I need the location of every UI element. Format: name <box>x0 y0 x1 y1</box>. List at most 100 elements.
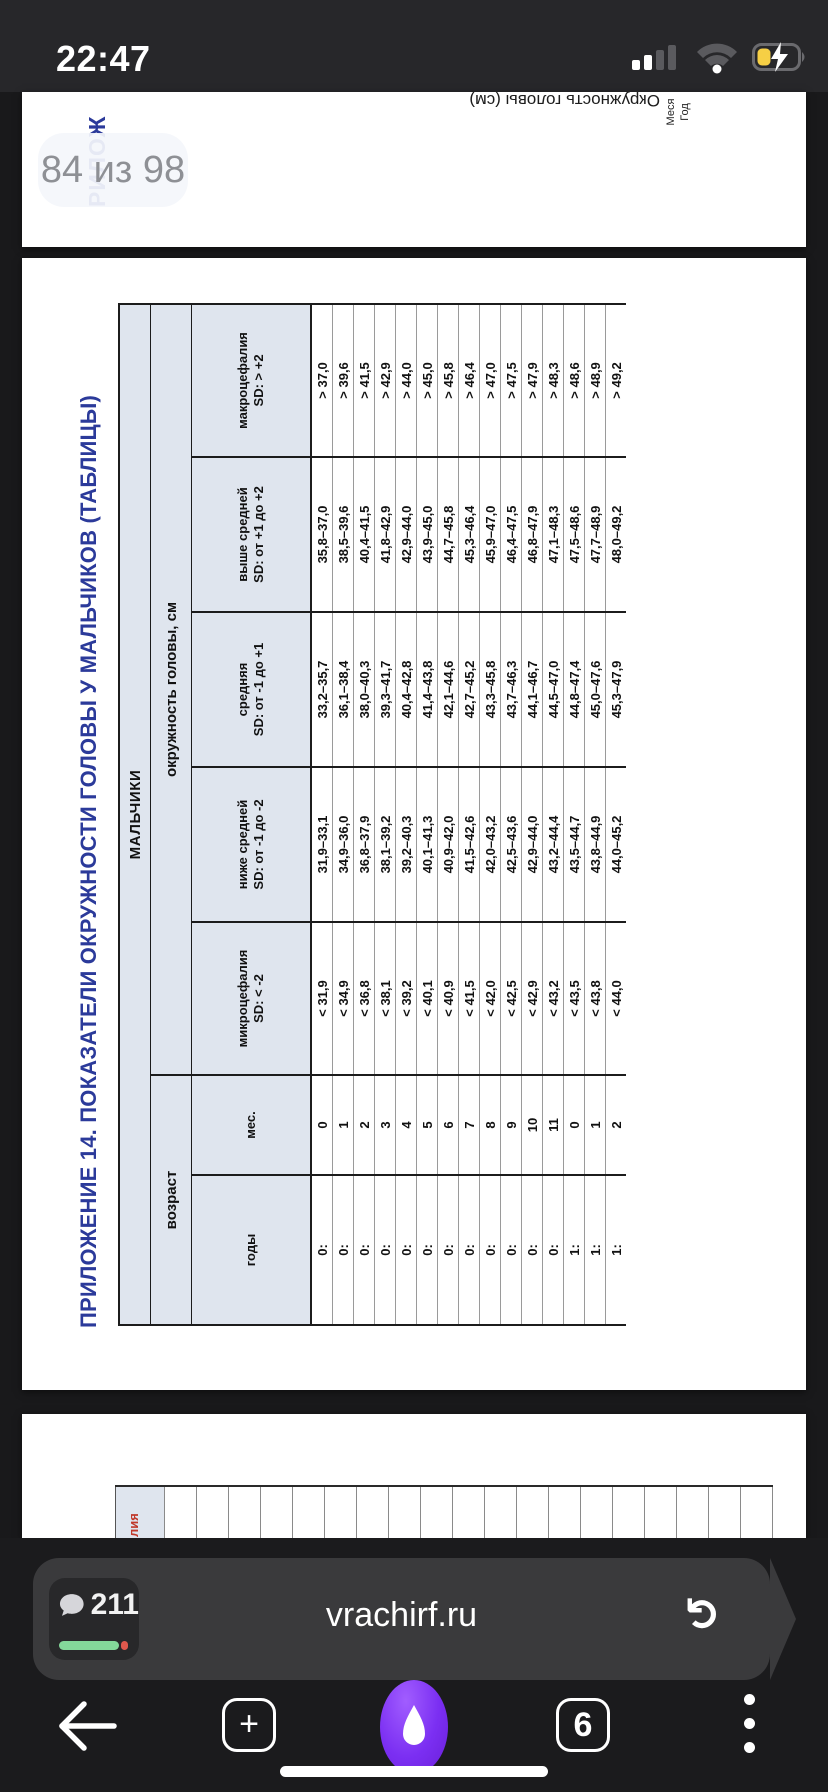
table-cell: < 39,2 <box>395 922 417 1075</box>
table-cell: 36,8–37,9 <box>353 767 375 922</box>
table-cell: 48,0–49,2 <box>605 457 626 612</box>
table-row: 0: 3 < 38,1 38,1–39,2 39,3–41,7 41,8–42,9 > 42… <box>374 303 396 1325</box>
col-header-months: мес. <box>191 1075 311 1175</box>
table-cell: 4 <box>395 1075 417 1175</box>
rating-bar-negative <box>121 1641 128 1650</box>
table-cell: 41,5–42,6 <box>458 767 480 922</box>
address-bar[interactable]: 211 vrachirf.ru ↻ <box>33 1558 796 1680</box>
table-cell: 43,7–46,3 <box>500 612 522 767</box>
home-indicator[interactable] <box>280 1766 548 1777</box>
next-header-fragment: лия <box>126 1513 141 1537</box>
table-cell: 33,2–35,7 <box>311 612 333 767</box>
comment-bubble-icon <box>59 1594 84 1616</box>
table-cell: 43,5–44,7 <box>563 767 585 922</box>
table-cell: 5 <box>416 1075 438 1175</box>
empty-grid-cell <box>708 1487 740 1538</box>
cellular-signal-icon <box>632 45 676 70</box>
table-cell: 39,2–40,3 <box>395 767 417 922</box>
growth-table-body: 0: 0 < 31,9 31,9–33,1 33,2–35,7 35,8–37,0 > 37… <box>311 303 626 1325</box>
col-header-macrocephaly: макроцефалия SD: > +2 <box>191 303 311 457</box>
table-cell: > 47,9 <box>521 303 543 457</box>
measure-header: окружность головы, см <box>150 303 192 1075</box>
table-cell: 0: <box>521 1175 543 1325</box>
table-cell: < 41,5 <box>458 922 480 1075</box>
table-cell: 42,9–44,0 <box>395 457 417 612</box>
empty-grid-cell <box>580 1487 612 1538</box>
table-cell: 43,8–44,9 <box>584 767 606 922</box>
table-row: 0: 6 < 40,9 40,9–42,0 42,1–44,6 44,7–45,8 > 45… <box>437 303 459 1325</box>
pdf-page-next: лия <box>22 1414 806 1538</box>
table-cell: 0: <box>311 1175 333 1325</box>
table-cell: 40,4–41,5 <box>353 457 375 612</box>
table-cell: < 40,9 <box>437 922 459 1075</box>
table-cell: 1 <box>332 1075 354 1175</box>
refresh-icon[interactable]: ↻ <box>679 1595 729 1632</box>
new-tab-button[interactable]: + <box>222 1698 276 1752</box>
table-cell: > 45,8 <box>437 303 459 457</box>
table-cell: > 48,9 <box>584 303 606 457</box>
table-row: 0: 2 < 36,8 36,8–37,9 38,0–40,3 40,4–41,5 > 41… <box>353 303 375 1325</box>
table-cell: 0: <box>542 1175 564 1325</box>
table-cell: 40,9–42,0 <box>437 767 459 922</box>
empty-grid-cell <box>676 1487 708 1538</box>
table-cell: 44,7–45,8 <box>437 457 459 612</box>
table-cell: 47,7–48,9 <box>584 457 606 612</box>
table-cell: 0: <box>479 1175 501 1325</box>
table-row: 0: 10 < 42,9 42,9–44,0 44,1–46,7 46,8–47,9 > 4… <box>521 303 543 1325</box>
empty-grid-cell <box>516 1487 548 1538</box>
table-cell: < 31,9 <box>311 922 333 1075</box>
empty-grid-cell <box>452 1487 484 1538</box>
table-cell: > 49,2 <box>605 303 626 457</box>
battery-charging-icon <box>752 42 805 72</box>
empty-grid-cell <box>548 1487 580 1538</box>
table-cell: 3 <box>374 1075 396 1175</box>
wifi-icon <box>697 43 737 74</box>
page-counter-badge: 84 из 98 <box>38 133 188 207</box>
table-cell: 38,0–40,3 <box>353 612 375 767</box>
table-cell: 44,5–47,0 <box>542 612 564 767</box>
menu-icon[interactable] <box>744 1694 756 1766</box>
table-cell: > 41,5 <box>353 303 375 457</box>
table-cell: 45,3–47,9 <box>605 612 626 767</box>
table-cell: 10 <box>521 1075 543 1175</box>
table-cell: 0: <box>332 1175 354 1325</box>
empty-grid-cell <box>484 1487 516 1538</box>
table-cell: > 45,0 <box>416 303 438 457</box>
table-cell: < 43,2 <box>542 922 564 1075</box>
table-cell: 36,1–38,4 <box>332 612 354 767</box>
table-row: 0: 4 < 39,2 39,2–40,3 40,4–42,8 42,9–44,0 > 44… <box>395 303 417 1325</box>
head-circumference-table: МАЛЬЧИКИ возраст окружность головы, см г… <box>118 303 626 1326</box>
tabs-button[interactable]: 6 <box>556 1698 610 1752</box>
table-cell: 2 <box>605 1075 626 1175</box>
empty-grid-cell <box>740 1487 773 1538</box>
table-cell: < 42,9 <box>521 922 543 1075</box>
back-icon[interactable] <box>56 1700 120 1752</box>
table-cell: < 40,1 <box>416 922 438 1075</box>
col-header-above-average: выше средней SD: от +1 до +2 <box>191 457 311 612</box>
col-header-microcephaly: микроцефалия SD: < -2 <box>191 922 311 1075</box>
table-cell: > 42,9 <box>374 303 396 457</box>
empty-grid-cell <box>228 1487 260 1538</box>
comments-badge[interactable]: 211 <box>49 1578 139 1660</box>
table-cell: 47,5–48,6 <box>563 457 585 612</box>
table-cell: 40,4–42,8 <box>395 612 417 767</box>
rating-bar <box>59 1641 129 1650</box>
table-cell: 31,9–33,1 <box>311 767 333 922</box>
yandex-assistant-button[interactable] <box>380 1680 448 1774</box>
table-cell: 45,3–46,4 <box>458 457 480 612</box>
table-cell: 2 <box>353 1075 375 1175</box>
col-header-years: годы <box>191 1175 311 1325</box>
table-cell: 38,5–39,6 <box>332 457 354 612</box>
table-cell: 41,8–42,9 <box>374 457 396 612</box>
table-cell: > 48,6 <box>563 303 585 457</box>
chart-x-axis-label: Меся Год <box>665 98 691 126</box>
table-cell: 0: <box>500 1175 522 1325</box>
col-header-below-average: ниже средней SD: от -1 до -2 <box>191 767 311 922</box>
empty-grid-cell <box>260 1487 292 1538</box>
table-cell: 44,8–47,4 <box>563 612 585 767</box>
table-cell: 44,0–45,2 <box>605 767 626 922</box>
rotated-document-content: ПРИЛОЖЕНИЕ 14. ПОКАЗАТЕЛИ ОКРУЖНОСТИ ГОЛ… <box>22 258 806 1390</box>
age-header: возраст <box>150 1075 192 1325</box>
table-cell: 11 <box>542 1075 564 1175</box>
